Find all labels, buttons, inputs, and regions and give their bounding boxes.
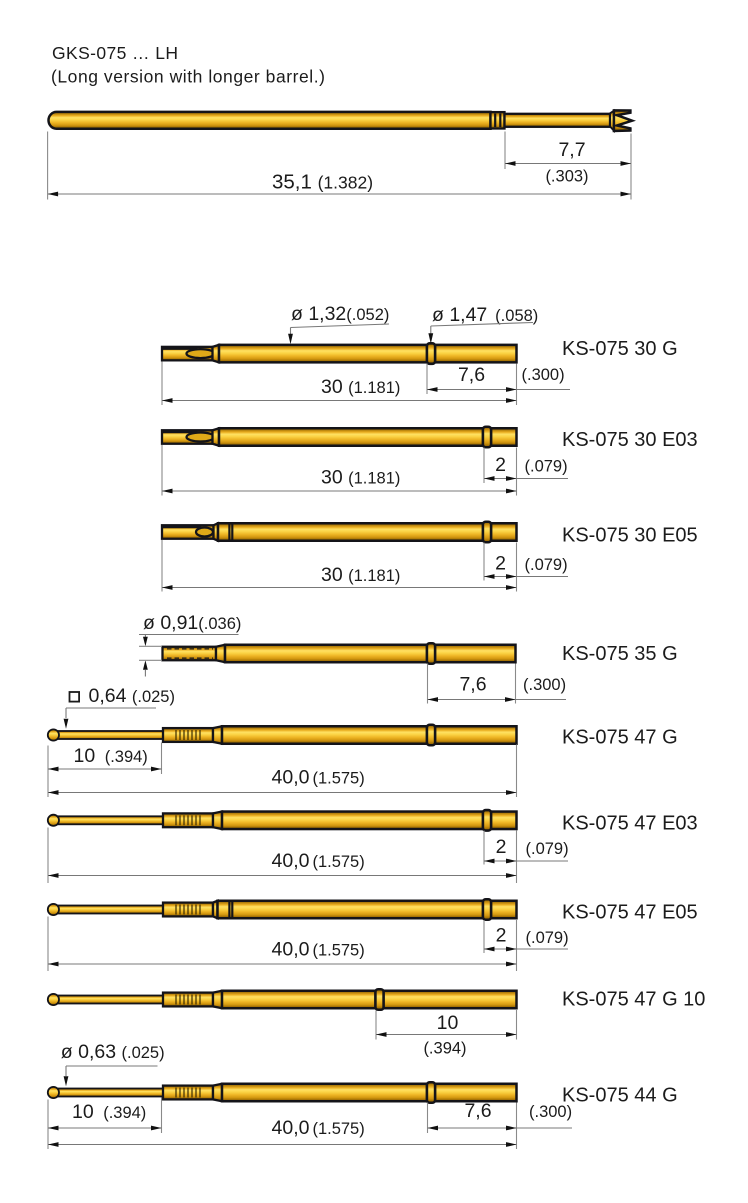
svg-text:ø 1,32(.052): ø 1,32(.052) <box>291 303 389 325</box>
svg-text:10(.394): 10 (.394) <box>72 1101 146 1123</box>
svg-text:30 (1.181): 30 (1.181) <box>321 564 400 586</box>
svg-text:ø 1,47 (.058): ø 1,47 (.058) <box>432 304 538 326</box>
svg-text:(.300): (.300) <box>529 1103 572 1121</box>
svg-text:35,1 (1.382): 35,1 (1.382) <box>272 171 373 194</box>
svg-text:(.079): (.079) <box>526 929 569 947</box>
svg-text:40,0(1.575): 40,0 (1.575) <box>272 767 365 789</box>
svg-text:ø 0,63 (.025): ø 0,63 (.025) <box>61 1041 165 1063</box>
svg-text:KS-075 35 G: KS-075 35 G <box>562 643 678 665</box>
svg-text:KS-075 30 E05: KS-075 30 E05 <box>562 525 698 547</box>
svg-text:7,7: 7,7 <box>558 139 585 161</box>
svg-text:KS-075 47 G 10: KS-075 47 G 10 <box>562 989 705 1011</box>
svg-text:(.079): (.079) <box>525 556 568 574</box>
svg-text:(.079): (.079) <box>526 840 569 858</box>
svg-text:0,64 (.025): 0,64 (.025) <box>89 685 175 707</box>
svg-text:KS-075 47 E03: KS-075 47 E03 <box>562 813 698 835</box>
svg-text:(.300): (.300) <box>522 366 565 384</box>
svg-text:10(.394): 10 (.394) <box>74 745 148 767</box>
svg-text:7,6: 7,6 <box>459 674 486 696</box>
svg-text:KS-075 47 G: KS-075 47 G <box>562 727 678 749</box>
svg-text:GKS-075 … LH: GKS-075 … LH <box>52 43 178 63</box>
svg-text:(.394): (.394) <box>423 1040 466 1058</box>
svg-text:(.079): (.079) <box>525 458 568 476</box>
svg-text:30 (1.181): 30 (1.181) <box>321 376 400 398</box>
svg-text:7,6: 7,6 <box>464 1100 491 1122</box>
svg-text:40,0(1.575): 40,0 (1.575) <box>272 1117 365 1139</box>
svg-text:ø 0,91(.036): ø 0,91(.036) <box>143 612 241 634</box>
svg-text:(.300): (.300) <box>523 676 566 694</box>
svg-text:KS-075 30 E03: KS-075 30 E03 <box>562 429 698 451</box>
svg-text:KS-075 47 E05: KS-075 47 E05 <box>562 902 698 924</box>
svg-text:40,0(1.575): 40,0 (1.575) <box>272 850 365 872</box>
svg-text:30 (1.181): 30 (1.181) <box>321 467 400 489</box>
svg-text:2: 2 <box>496 836 507 858</box>
svg-text:2: 2 <box>495 454 506 476</box>
svg-text:2: 2 <box>495 553 506 575</box>
svg-text:2: 2 <box>496 925 507 947</box>
svg-text:7,6: 7,6 <box>458 364 485 386</box>
svg-text:10: 10 <box>437 1012 459 1034</box>
svg-text:(.303): (.303) <box>545 168 588 186</box>
svg-text:KS-075 44 G: KS-075 44 G <box>562 1085 678 1107</box>
svg-text:40,0(1.575): 40,0 (1.575) <box>272 939 365 961</box>
svg-text:KS-075 30 G: KS-075 30 G <box>562 338 678 360</box>
svg-text:(Long version with longer barr: (Long version with longer barrel.) <box>51 67 326 87</box>
